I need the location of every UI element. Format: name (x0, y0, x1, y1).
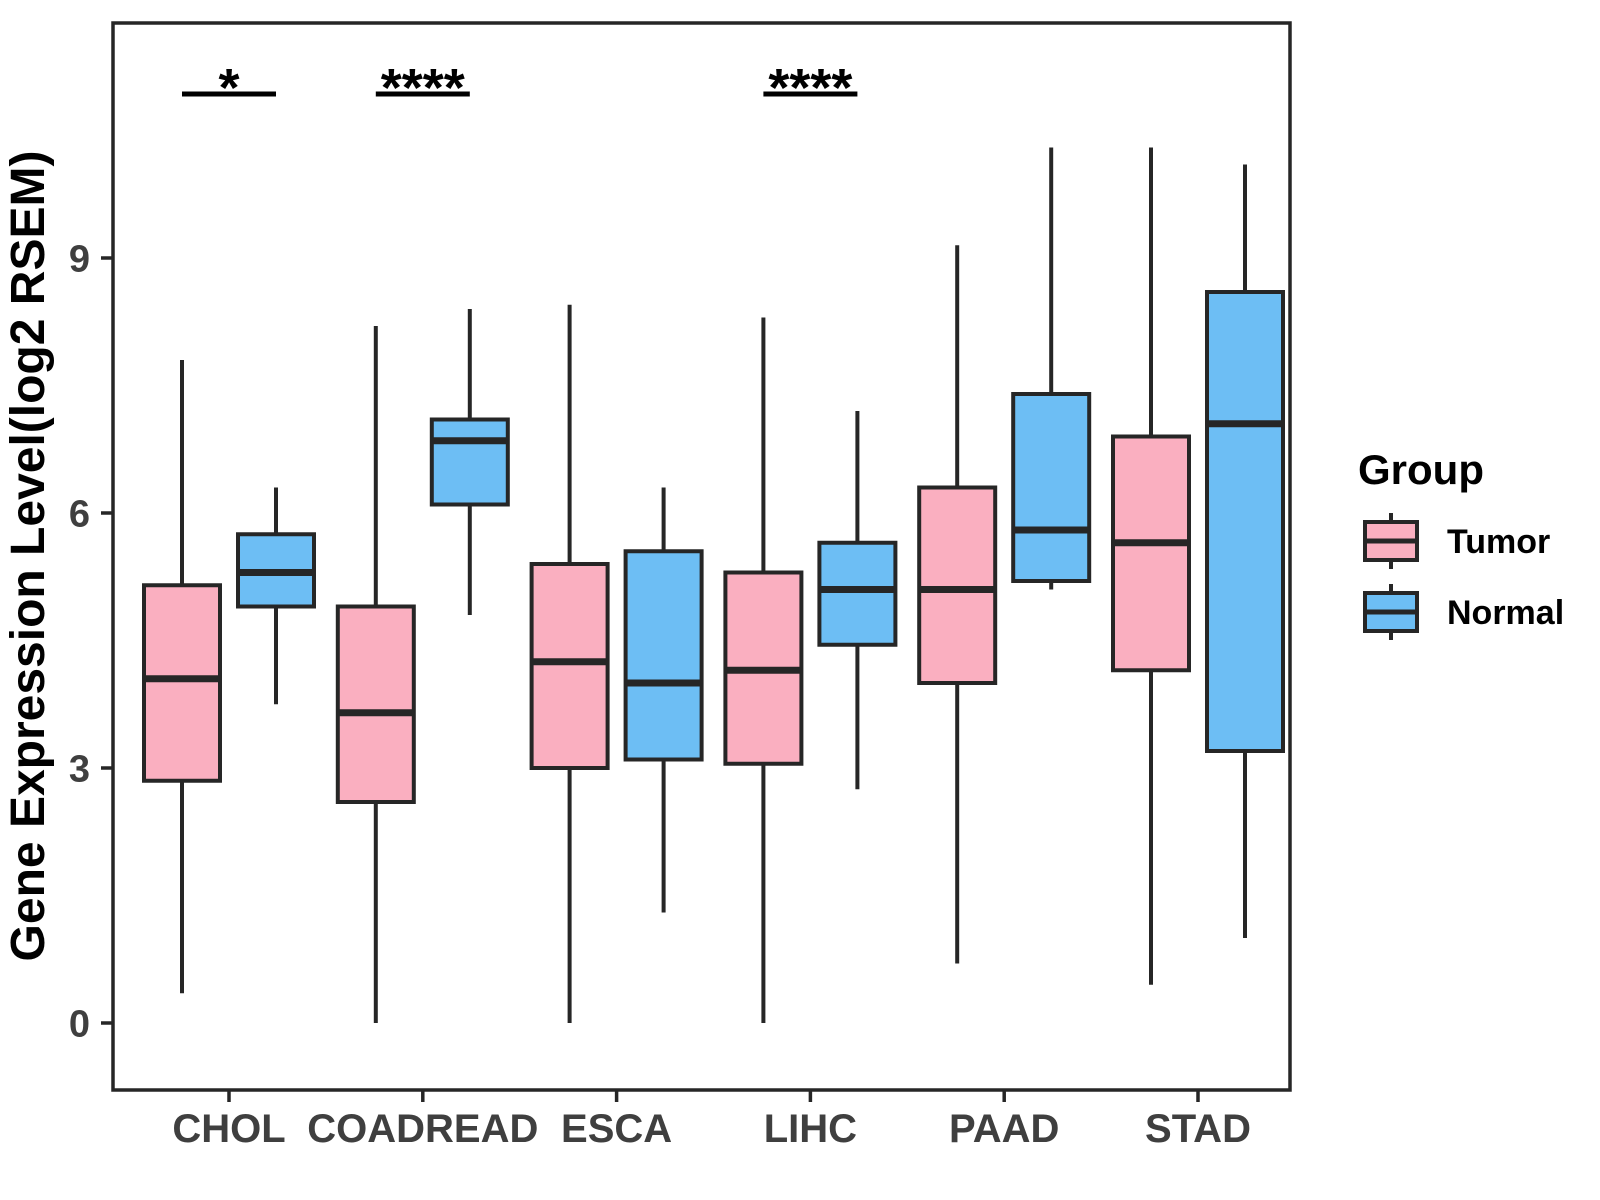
legend-entry-tumor: Tumor (1363, 513, 1550, 569)
x-axis-category-label: COADREAD (307, 1107, 538, 1151)
box-normal-STAD (1205, 164, 1285, 938)
box-tumor-COADREAD (335, 326, 416, 1023)
iqr-box (142, 583, 222, 783)
iqr-box (623, 549, 704, 762)
significance-CHOL: * (182, 58, 276, 118)
legend-entry-label: Tumor (1447, 523, 1550, 561)
legend-entry-normal: Normal (1363, 584, 1564, 640)
significance-COADREAD: **** (375, 58, 470, 118)
box-tumor-PAAD (917, 245, 998, 964)
iqr-box (529, 562, 610, 770)
box-tumor-CHOL (142, 360, 222, 994)
y-axis-tick-label: 0 (69, 1003, 90, 1045)
x-axis-category-label: CHOL (172, 1107, 285, 1151)
box-normal-CHOL (236, 487, 316, 705)
box-normal-LIHC (817, 411, 898, 790)
iqr-box (335, 604, 416, 804)
box-normal-ESCA (623, 487, 704, 913)
iqr-box (1111, 434, 1191, 673)
significance-LIHC: **** (763, 58, 858, 118)
box-tumor-ESCA (529, 304, 610, 1023)
y-axis-title: Gene Expression Level(log2 RSEM) (2, 151, 55, 962)
y-axis-tick-label: 6 (69, 493, 90, 535)
x-axis-category-label: ESCA (561, 1107, 672, 1151)
legend-title: Group (1358, 446, 1484, 493)
x-axis-category-label: LIHC (764, 1107, 857, 1151)
box-tumor-LIHC (723, 317, 804, 1023)
y-axis-tick-label: 3 (69, 748, 90, 790)
significance-stars: * (218, 58, 239, 118)
significance-stars: **** (768, 58, 852, 118)
iqr-box (817, 540, 898, 647)
iqr-box (429, 417, 510, 507)
x-axis-category-label: PAAD (949, 1107, 1059, 1151)
box-tumor-STAD (1111, 147, 1191, 985)
box-normal-PAAD (1011, 147, 1092, 590)
iqr-box (1205, 290, 1285, 753)
legend-entry-label: Normal (1447, 594, 1564, 632)
significance-stars: **** (381, 58, 465, 118)
iqr-box (1011, 392, 1092, 583)
y-axis-tick-label: 9 (69, 238, 90, 280)
iqr-box (917, 485, 998, 685)
box-normal-COADREAD (429, 309, 510, 615)
x-axis-category-label: STAD (1145, 1107, 1251, 1151)
